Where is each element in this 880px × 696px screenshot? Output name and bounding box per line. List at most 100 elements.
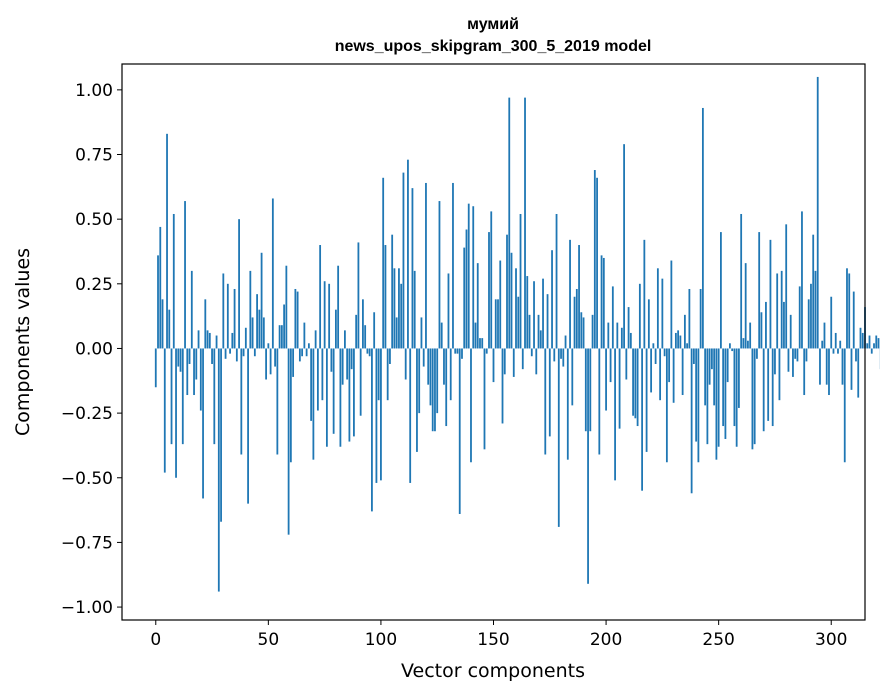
bar-303 <box>837 348 839 354</box>
bar-177 <box>553 348 556 362</box>
bar-308 <box>848 273 851 349</box>
bar-2 <box>159 226 162 349</box>
x-tick-label: 150 <box>477 630 509 650</box>
bar-194 <box>591 314 594 349</box>
bar-83 <box>341 348 344 385</box>
bar-274 <box>771 348 774 427</box>
bar-202 <box>609 348 612 383</box>
bar-95 <box>368 348 371 357</box>
bar-148 <box>488 232 490 349</box>
bar-209 <box>625 348 628 380</box>
bar-85 <box>346 348 349 380</box>
y-tick-label: −1.00 <box>61 598 113 618</box>
bar-234 <box>681 348 684 396</box>
bar-299 <box>828 348 830 396</box>
bar-141 <box>472 206 475 349</box>
bar-56 <box>280 325 283 349</box>
bar-210 <box>627 307 630 349</box>
bar-11 <box>179 348 182 372</box>
bar-33 <box>229 348 231 354</box>
bar-14 <box>186 348 189 396</box>
bar-65 <box>301 348 304 357</box>
bar-103 <box>386 348 389 401</box>
bar-81 <box>337 265 340 349</box>
bar-164 <box>524 97 526 349</box>
bar-311 <box>855 348 857 362</box>
bar-61 <box>292 348 295 377</box>
bar-44 <box>253 348 256 357</box>
bar-39 <box>242 348 245 357</box>
bar-165 <box>526 276 529 349</box>
bar-256 <box>731 348 734 352</box>
bar-188 <box>578 245 580 349</box>
bar-126 <box>438 201 441 349</box>
bar-47 <box>260 252 263 349</box>
bar-290 <box>807 299 810 349</box>
bar-260 <box>740 213 743 349</box>
bar-21 <box>202 348 204 499</box>
bar-239 <box>692 348 695 364</box>
bar-151 <box>494 299 497 349</box>
bar-166 <box>528 314 531 349</box>
bar-161 <box>517 296 520 349</box>
bar-70 <box>312 348 315 460</box>
x-tick-label: 200 <box>590 630 622 650</box>
y-tick-label: −0.25 <box>61 404 113 424</box>
bar-300 <box>830 296 833 349</box>
bar-69 <box>310 348 313 421</box>
bar-284 <box>794 348 797 359</box>
bar-55 <box>278 325 281 349</box>
bar-119 <box>422 348 425 367</box>
x-tick-label: 0 <box>150 630 161 650</box>
bar-28 <box>217 348 220 592</box>
bar-8 <box>172 213 175 349</box>
bar-207 <box>620 327 623 349</box>
bar-220 <box>650 348 653 393</box>
bar-99 <box>377 348 380 401</box>
bar-127 <box>440 322 443 349</box>
bar-307 <box>846 268 848 349</box>
y-tick-label: −0.75 <box>61 533 113 553</box>
bar-109 <box>400 283 403 349</box>
bar-244 <box>704 348 707 406</box>
bar-167 <box>530 348 533 357</box>
bar-276 <box>776 273 779 349</box>
bar-178 <box>555 213 558 349</box>
bar-5 <box>166 133 168 349</box>
bar-255 <box>729 343 731 349</box>
bar-265 <box>751 348 754 450</box>
bar-316 <box>866 343 869 349</box>
bar-118 <box>420 317 423 349</box>
bar-20 <box>199 348 202 411</box>
bar-174 <box>546 294 549 349</box>
bar-293 <box>814 270 817 349</box>
bar-138 <box>465 229 468 349</box>
bar-270 <box>762 348 765 432</box>
bar-27 <box>215 335 218 349</box>
bar-157 <box>508 97 511 349</box>
bar-181 <box>562 348 565 367</box>
bar-251 <box>720 232 722 349</box>
bar-63 <box>296 291 299 349</box>
bar-273 <box>769 239 772 349</box>
bar-314 <box>861 332 864 349</box>
bar-280 <box>785 224 788 349</box>
bar-197 <box>598 348 601 455</box>
bar-133 <box>454 348 457 354</box>
bar-204 <box>614 348 616 481</box>
x-tick-label: 300 <box>815 630 847 650</box>
bar-242 <box>699 288 702 349</box>
bar-19 <box>197 330 200 349</box>
bar-287 <box>801 211 803 349</box>
bar-275 <box>774 348 776 375</box>
bar-31 <box>224 348 227 359</box>
bar-140 <box>470 348 472 463</box>
y-tick-label: 1.00 <box>75 81 113 101</box>
bar-173 <box>544 348 547 455</box>
bar-158 <box>510 252 513 349</box>
bar-189 <box>580 312 583 349</box>
bar-139 <box>467 203 470 349</box>
bar-22 <box>204 299 207 349</box>
bar-125 <box>436 348 439 414</box>
